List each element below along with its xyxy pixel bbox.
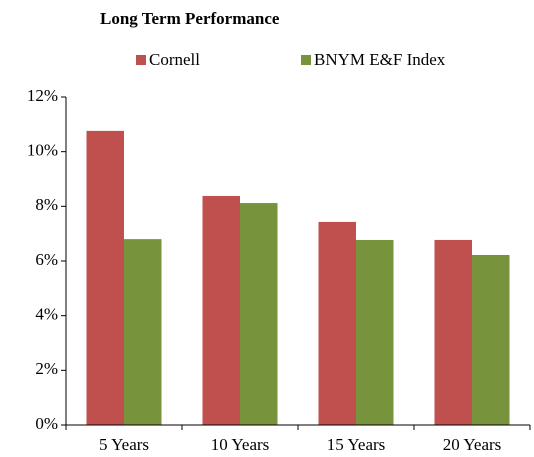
y-tick-label: 10% xyxy=(27,141,58,160)
bar xyxy=(86,130,124,426)
y-tick-label: 6% xyxy=(35,250,58,269)
bar xyxy=(472,254,510,425)
bar xyxy=(434,239,472,425)
legend-swatch xyxy=(136,55,146,65)
chart-title: Long Term Performance xyxy=(100,9,280,28)
x-tick-label: 5 Years xyxy=(99,435,149,454)
x-tick-label: 20 Years xyxy=(443,435,502,454)
y-tick-label: 4% xyxy=(35,305,58,324)
bar xyxy=(318,221,356,425)
bar xyxy=(202,195,240,425)
legend-swatch xyxy=(301,55,311,65)
y-tick-label: 2% xyxy=(35,359,58,378)
y-tick-label: 0% xyxy=(35,414,58,433)
x-tick-label: 15 Years xyxy=(327,435,386,454)
legend-label: Cornell xyxy=(149,50,200,69)
legend-label: BNYM E&F Index xyxy=(314,50,446,69)
y-tick-label: 8% xyxy=(35,195,58,214)
bar xyxy=(356,239,394,425)
bar xyxy=(240,203,278,425)
y-tick-label: 12% xyxy=(27,86,58,105)
x-tick-label: 10 Years xyxy=(211,435,270,454)
bar xyxy=(124,239,162,425)
